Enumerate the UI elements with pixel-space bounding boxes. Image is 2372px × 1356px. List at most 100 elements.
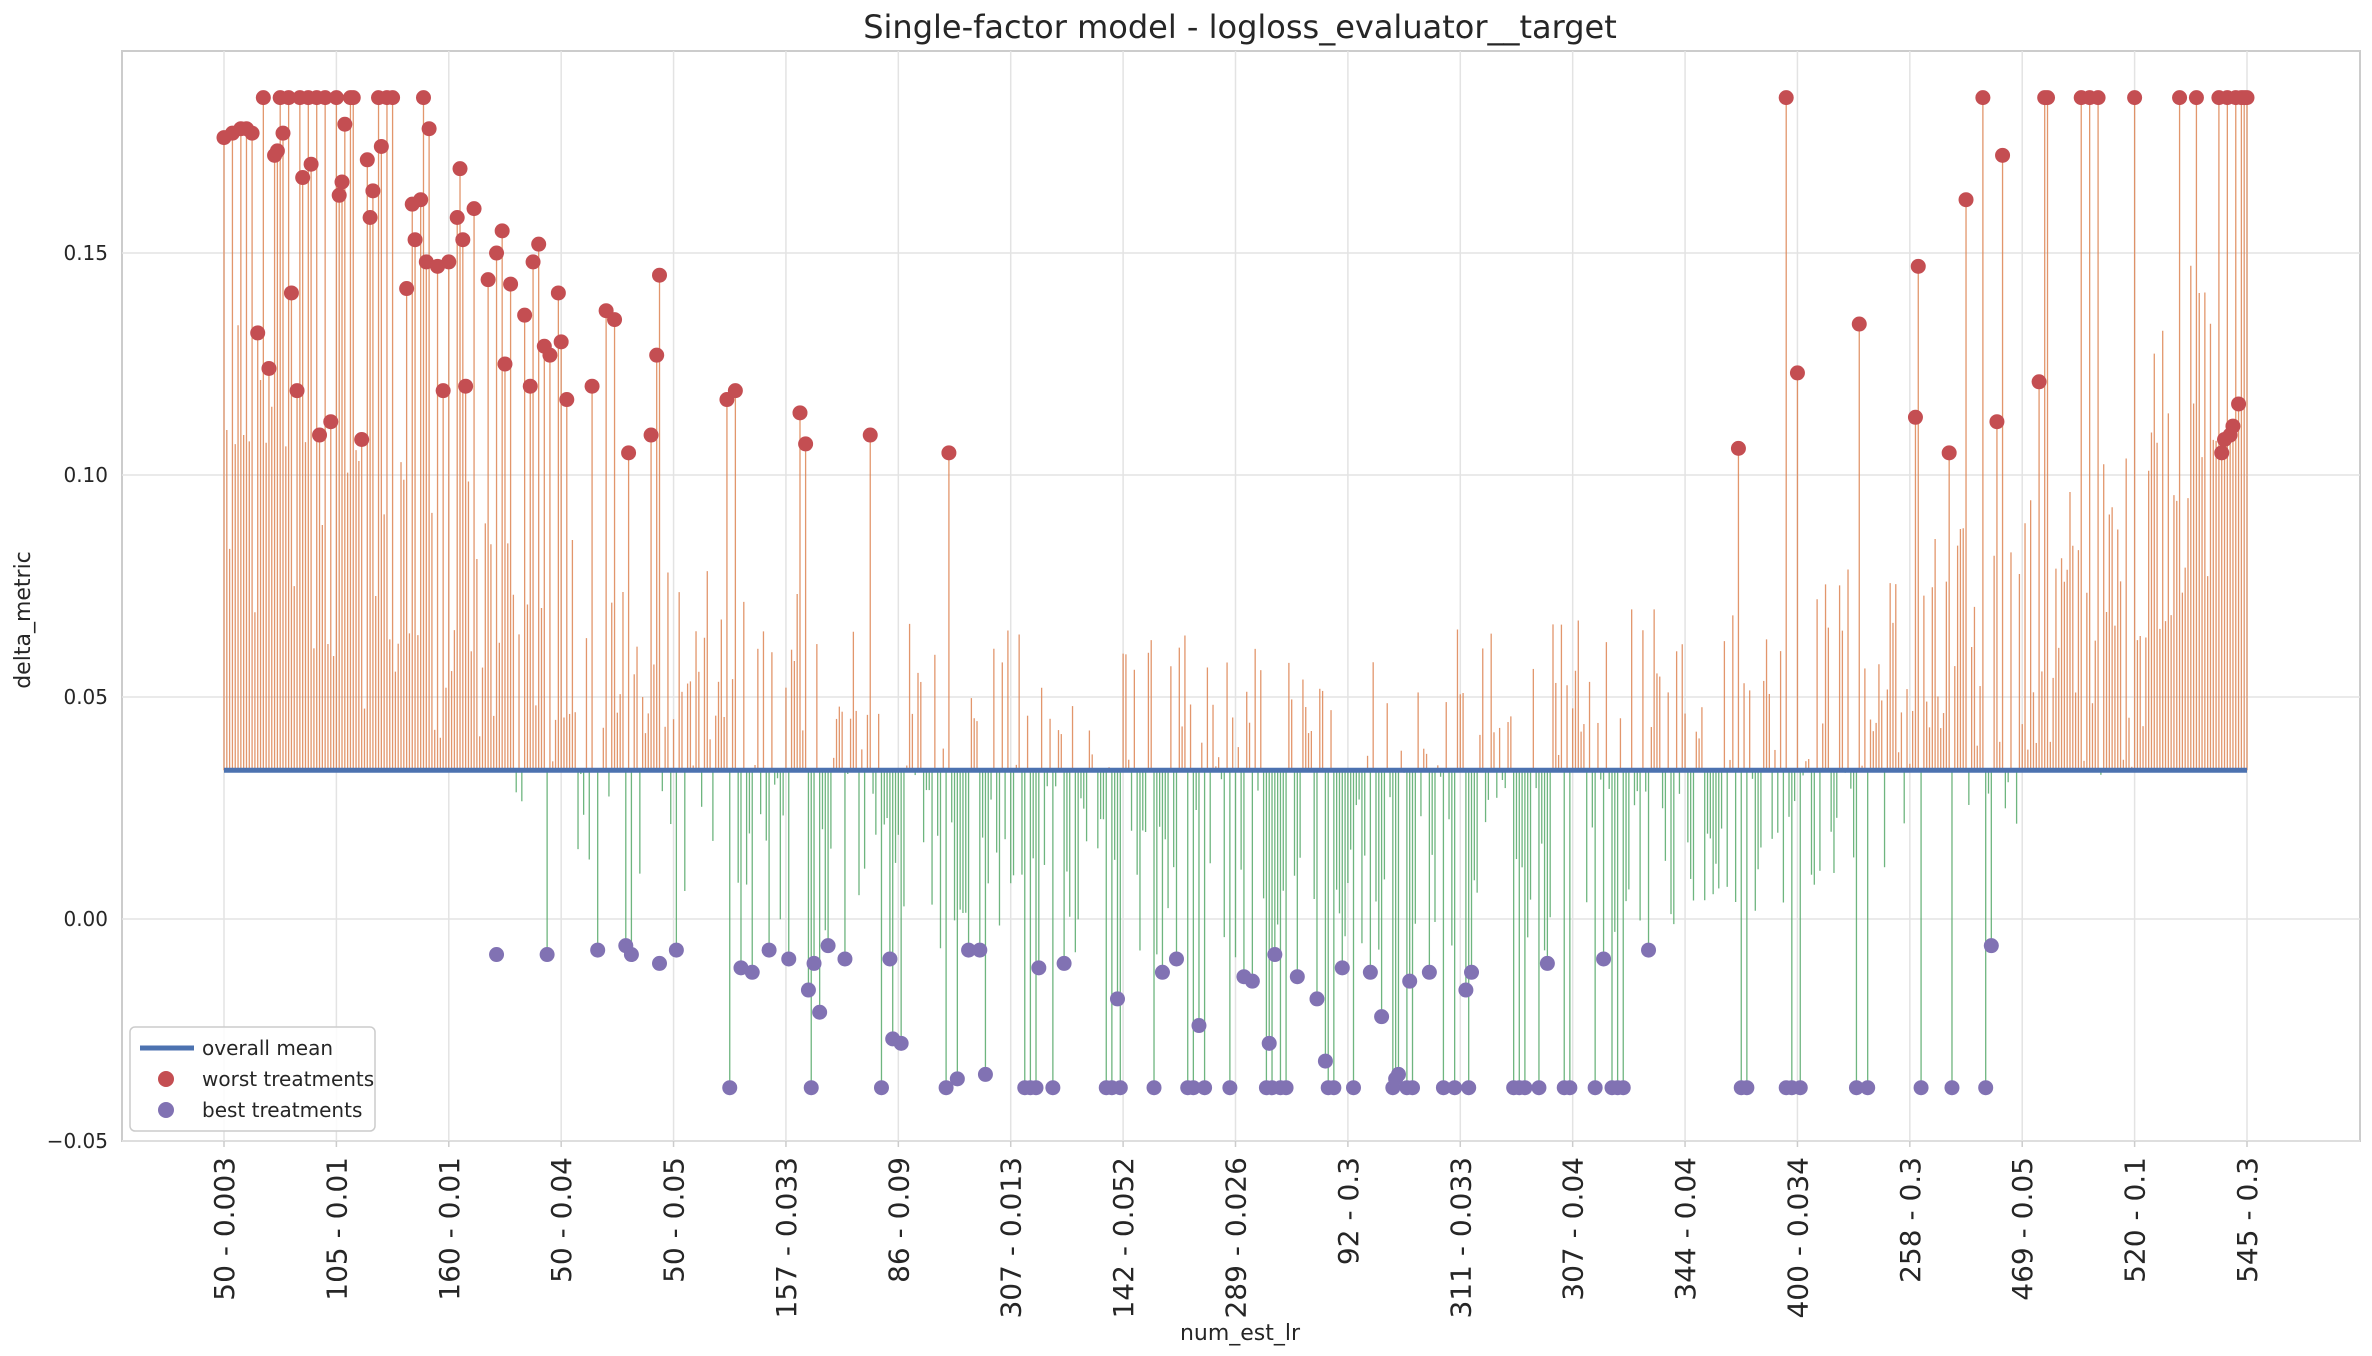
- best-treatment-point: [800, 982, 816, 998]
- worst-treatment-point: [2031, 374, 2047, 390]
- worst-treatment-point: [373, 138, 389, 154]
- best-treatment-point: [1028, 1080, 1044, 1096]
- y-tick-label: 0.10: [63, 463, 108, 487]
- best-treatment-point: [1056, 955, 1072, 971]
- best-treatment-point: [1390, 1066, 1406, 1082]
- best-treatment-point: [590, 942, 606, 958]
- legend-box: [129, 1026, 376, 1132]
- grid-lines: [122, 51, 2360, 1142]
- x-tick-label: 50 - 0.05: [658, 1157, 691, 1283]
- x-axis-label: num_est_lr: [1180, 1321, 1301, 1346]
- worst-treatment-point: [1907, 409, 1923, 425]
- best-treatment-point: [1983, 938, 1999, 954]
- worst-treatment-point: [1941, 445, 1957, 461]
- worst-treatment-point: [792, 405, 808, 421]
- worst-treatment-point: [415, 90, 431, 106]
- best-treatment-point: [1405, 1080, 1421, 1096]
- treatment-stems: [223, 97, 2248, 1088]
- worst-treatment-point: [2214, 445, 2230, 461]
- best-treatment-point: [1362, 964, 1378, 980]
- best-treatment-point: [1289, 969, 1305, 985]
- best-treatment-point: [893, 1035, 909, 1051]
- y-tick-label: 0.15: [63, 241, 108, 265]
- x-tick-label: 157 - 0.033: [770, 1157, 803, 1319]
- worst-treatment-point: [2127, 90, 2143, 106]
- worst-treatment-point: [362, 209, 378, 225]
- worst-treatment-point: [275, 125, 291, 141]
- worst-treatment-point: [1975, 90, 1991, 106]
- worst-treatment-point: [407, 232, 423, 248]
- worst-treatment-point: [553, 334, 569, 350]
- worst-treatment-point: [652, 267, 668, 283]
- worst-treatment-point: [2188, 90, 2204, 106]
- y-axis-label: delta_metric: [11, 551, 36, 689]
- worst-treatment-point: [295, 170, 311, 186]
- worst-treatment-point: [281, 90, 297, 106]
- worst-treatment-point: [430, 258, 446, 274]
- best-treatment-point: [1596, 951, 1612, 967]
- worst-treatment-point: [255, 90, 271, 106]
- worst-treatment-point: [489, 245, 505, 261]
- worst-treatment-point: [727, 383, 743, 399]
- best-treatment-point: [1562, 1080, 1578, 1096]
- worst-treatment-point: [289, 383, 305, 399]
- worst-treatment-point: [283, 285, 299, 301]
- best-treatment-point: [977, 1066, 993, 1082]
- worst-treatment-point: [621, 445, 637, 461]
- worst-treatment-point: [328, 90, 344, 106]
- worst-treatment-point: [649, 347, 665, 363]
- best-treatment-point: [1848, 1080, 1864, 1096]
- best-treatment-point: [1447, 1080, 1463, 1096]
- worst-treatment-point: [584, 378, 600, 394]
- worst-treatment-point: [354, 431, 370, 447]
- worst-treatment-point: [312, 427, 328, 443]
- best-treatment-point: [1615, 1080, 1631, 1096]
- best-treatment-point: [1374, 1009, 1390, 1025]
- worst-treatment-point: [1851, 316, 1867, 332]
- x-tick-label: 50 - 0.04: [545, 1157, 578, 1283]
- legend-mean-label: overall mean: [202, 1036, 333, 1060]
- best-treatment-point: [1461, 1080, 1477, 1096]
- best-treatment-point: [1191, 1018, 1207, 1034]
- best-treatment-point: [873, 1080, 889, 1096]
- x-tick-label: 50 - 0.003: [208, 1157, 241, 1301]
- best-treatment-point: [1244, 973, 1260, 989]
- best-treatment-point: [1978, 1080, 1994, 1096]
- worst-treatment-point: [452, 161, 468, 177]
- x-tick-label: 520 - 0.1: [2119, 1157, 2152, 1283]
- worst-treatment-point: [607, 312, 623, 328]
- worst-treatment-point: [317, 90, 333, 106]
- x-tick-label: 92 - 0.3: [1332, 1157, 1365, 1265]
- worst-treatment-point: [261, 360, 277, 376]
- chart-title: Single-factor model - logloss_evaluator_…: [863, 8, 1617, 46]
- worst-treatment-point: [418, 254, 434, 270]
- best-treatment-point: [1168, 951, 1184, 967]
- best-treatment-point: [1913, 1080, 1929, 1096]
- best-treatment-point: [1539, 955, 1555, 971]
- y-tick-label: −0.05: [47, 1129, 108, 1153]
- worst-treatment-point: [421, 121, 437, 137]
- best-treatment-point: [1792, 1080, 1808, 1096]
- best-treatment-point: [1944, 1080, 1960, 1096]
- treatment-markers: [216, 90, 2255, 1096]
- best-treatment-point: [1197, 1080, 1213, 1096]
- worst-treatment-point: [531, 236, 547, 252]
- x-tick-label: 307 - 0.04: [1557, 1157, 1590, 1301]
- best-treatment-point: [1402, 973, 1418, 989]
- best-treatment-point: [1146, 1080, 1162, 1096]
- y-tick-label: 0.00: [63, 907, 108, 931]
- worst-treatment-point: [455, 232, 471, 248]
- best-treatment-point: [781, 951, 797, 967]
- worst-treatment-point: [2090, 90, 2106, 106]
- x-tick-label: 86 - 0.09: [882, 1157, 915, 1283]
- worst-treatment-point: [269, 143, 285, 159]
- worst-treatment-point: [494, 223, 510, 239]
- x-tick-label: 545 - 0.3: [2231, 1157, 2264, 1283]
- worst-treatment-point: [399, 281, 415, 297]
- best-treatment-point: [1031, 960, 1047, 976]
- worst-treatment-point: [449, 209, 465, 225]
- best-treatment-point: [1346, 1080, 1362, 1096]
- best-treatment-point: [1334, 960, 1350, 976]
- worst-treatment-point: [862, 427, 878, 443]
- worst-treatment-point: [250, 325, 266, 341]
